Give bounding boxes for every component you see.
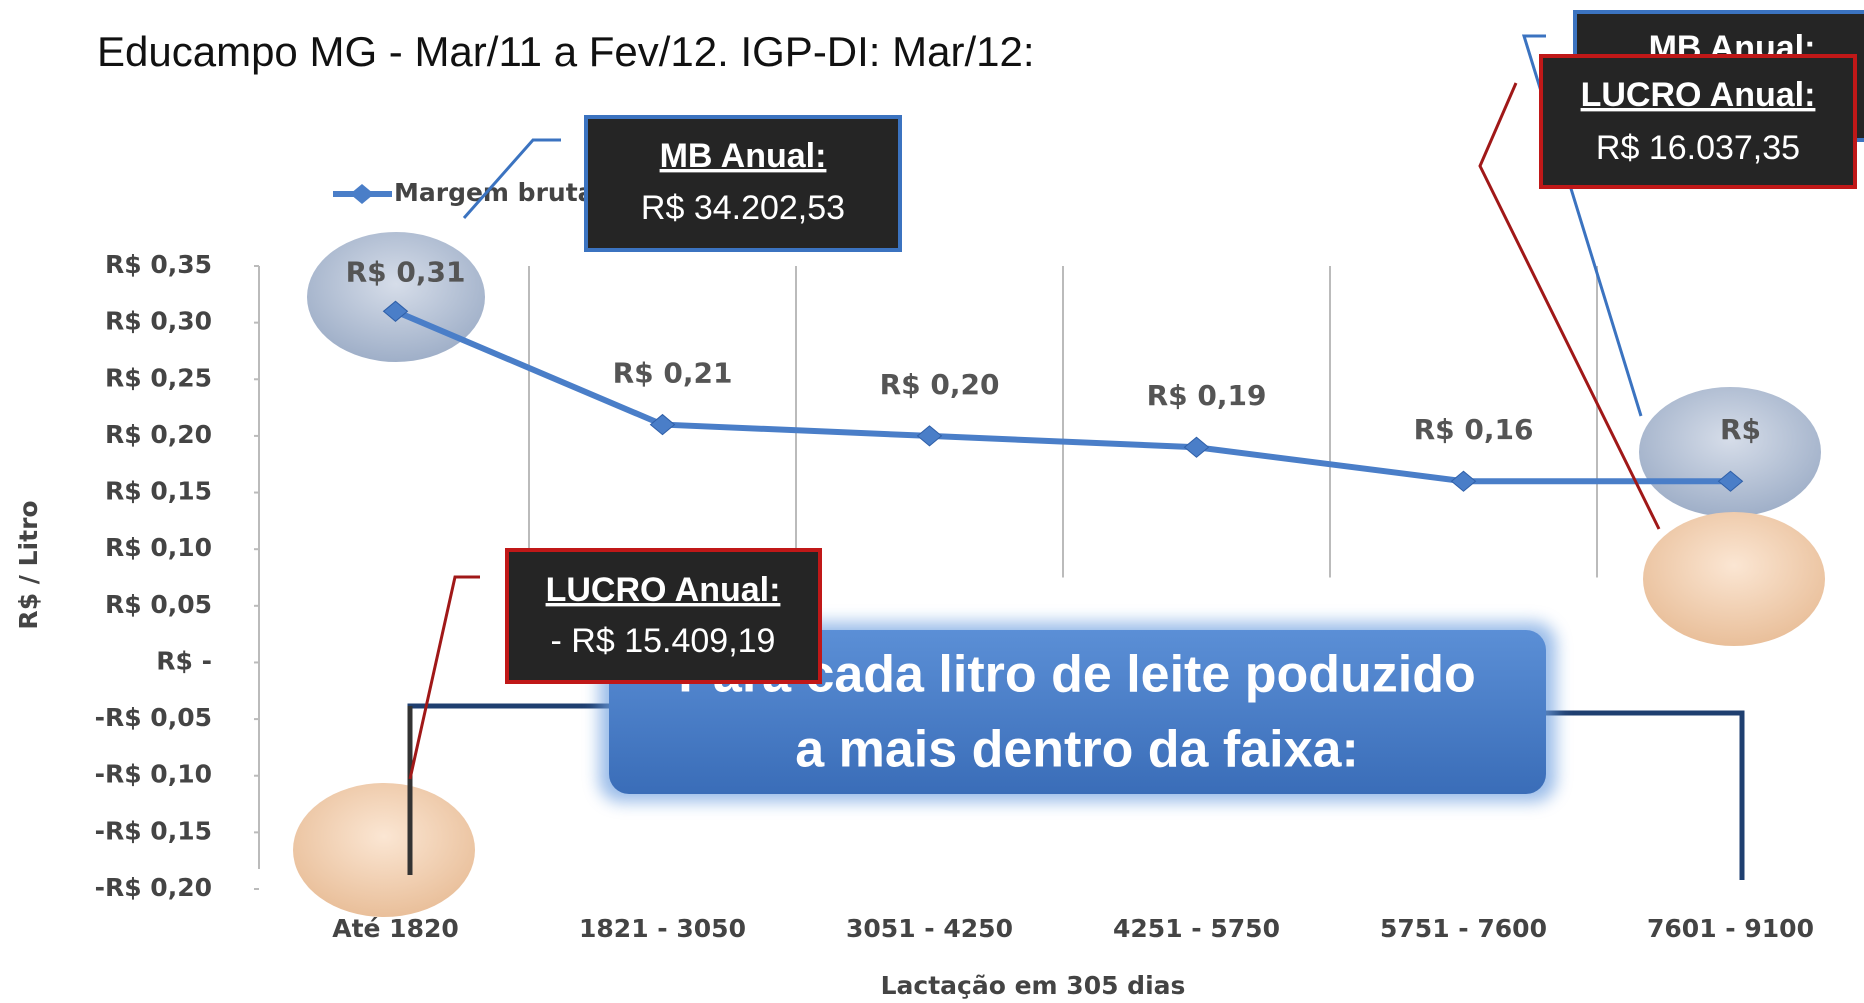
y-tick-label: R$ 0,15	[105, 477, 212, 506]
y-tick-label: R$ 0,20	[105, 420, 212, 449]
value-label: R$ 0,21	[613, 357, 733, 390]
marker	[1183, 436, 1210, 458]
x-tick-label: 3051 - 4250	[846, 914, 1013, 943]
y-tick-label: R$ 0,05	[105, 590, 212, 619]
y-tick-label: -R$ 0,15	[95, 816, 212, 845]
y-tick-label: -R$ 0,10	[95, 760, 212, 789]
y-tick-label: R$ -	[156, 646, 212, 675]
callout	[609, 630, 1546, 794]
annotation-text: R$ 34.202,53	[641, 189, 845, 227]
x-tick-label: 7601 - 9100	[1647, 914, 1814, 943]
marker	[382, 300, 409, 322]
x-axis-title: Lactação em 305 dias	[881, 971, 1186, 1000]
annotation-heading: LUCRO Anual:	[546, 571, 781, 609]
y-tick-label: R$ 0,25	[105, 363, 212, 392]
marker	[1717, 470, 1744, 492]
callout-text: a mais dentro da faixa:	[795, 721, 1359, 779]
leader	[462, 138, 561, 219]
x-tick-label: 4251 - 5750	[1113, 914, 1280, 943]
bracket	[407, 703, 609, 709]
leader	[1521, 34, 1643, 417]
annotation-box	[584, 115, 902, 252]
value-label: R$ 0,19	[1147, 379, 1267, 412]
annotation-text: R$ 16.037,35	[1596, 129, 1800, 167]
marker	[1450, 470, 1477, 492]
highlight	[293, 783, 475, 917]
annotation-text: - R$ 15.409,19	[551, 622, 776, 660]
x-tick-label: Até 1820	[332, 914, 459, 943]
legend-marker	[350, 184, 374, 204]
y-axis-title: R$ / Litro	[14, 500, 43, 629]
y-tick-label: R$ 0,35	[105, 250, 212, 279]
value-label: R$	[1720, 413, 1761, 446]
leader	[408, 575, 480, 780]
x-tick-label: 1821 - 3050	[579, 914, 746, 943]
marker	[649, 413, 676, 436]
highlight	[1643, 512, 1825, 646]
value-label: R$ 0,20	[880, 368, 1000, 401]
y-tick-label: R$ 0,10	[105, 533, 212, 562]
annotation-box	[1539, 54, 1857, 189]
y-tick-label: -R$ 0,20	[95, 873, 212, 902]
annotation-box	[505, 548, 822, 684]
y-tick-label: -R$ 0,05	[95, 703, 212, 732]
highlight	[307, 232, 485, 362]
value-label: R$ 0,31	[346, 255, 466, 288]
line	[394, 308, 1731, 485]
value-label: R$ 0,16	[1414, 413, 1534, 446]
annotation-heading: LUCRO Anual:	[1581, 76, 1816, 114]
title: Educampo MG - Mar/11 a Fev/12. IGP-DI: M…	[97, 28, 1035, 75]
annotation-heading: MB Anual:	[660, 137, 827, 175]
marker	[916, 425, 943, 447]
highlight	[1639, 387, 1821, 517]
leader	[1478, 82, 1661, 530]
y-tick-label: R$ 0,30	[105, 307, 212, 336]
x-tick-label: 5751 - 7600	[1380, 914, 1547, 943]
bracket	[1546, 710, 1745, 880]
